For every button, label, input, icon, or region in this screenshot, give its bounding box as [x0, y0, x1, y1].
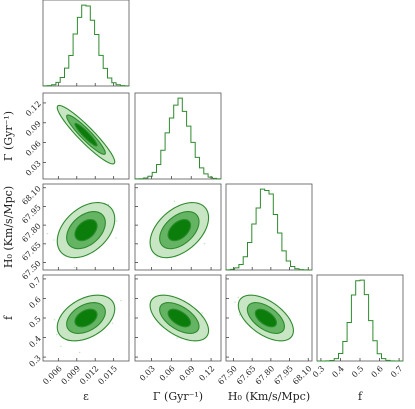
- y-tick-label: 0.5: [27, 314, 42, 329]
- contour-panel-gamma-vs-h0: [134, 183, 222, 271]
- x-tick-label: 67.50: [216, 364, 239, 387]
- hist-panel-gamma: [134, 92, 222, 180]
- contour-1sigma: [74, 308, 98, 328]
- y-tick-label: 67.50: [20, 259, 43, 282]
- y-axis-label-h0: H₀ (Km/s/Mpc): [2, 186, 15, 268]
- x-tick-label: 0.5: [350, 364, 365, 379]
- x-axis-label-epsilon: ε: [83, 390, 89, 403]
- y-tick-label: 67.80: [20, 222, 43, 245]
- x-tick-label: 0.03: [138, 364, 157, 383]
- x-axis-f: 0.3 0.4 0.5 0.6 0.7 f: [311, 358, 404, 403]
- y-tick-label: 0.03: [24, 159, 43, 178]
- y-axis-label-gamma: Γ (Gyr⁻¹): [2, 111, 15, 161]
- contour-panel-epsilon-vs-gamma: [42, 92, 130, 180]
- y-tick-label: 67.95: [20, 203, 43, 226]
- panel-frame: [225, 183, 313, 271]
- contour-panel-epsilon-vs-f: [42, 274, 130, 362]
- contour-1sigma: [167, 218, 192, 242]
- x-tick-label: 0.4: [330, 364, 345, 379]
- x-tick-label: 0.06: [158, 364, 177, 383]
- samples-gamma-vs-h0: [156, 200, 206, 258]
- x-axis-label-gamma: Γ (Gyr⁻¹): [153, 390, 203, 403]
- histogram-h0: [225, 188, 313, 271]
- x-tick-label: 0.012: [78, 364, 101, 387]
- x-tick-label: 67.80: [254, 364, 277, 387]
- contour-panel-h0-vs-f: [225, 274, 313, 362]
- y-tick-label: 0.3: [27, 354, 42, 369]
- x-tick-label: 0.006: [41, 364, 64, 387]
- samples-gamma-vs-f: [176, 312, 203, 339]
- hist-panel-h0: [225, 183, 313, 271]
- x-tick-label: 68.10: [291, 364, 314, 387]
- x-tick-label: 0.09: [178, 364, 197, 383]
- y-tick-label: 68.10: [20, 184, 43, 207]
- y-tick-label: 0.06: [24, 139, 43, 158]
- x-tick-label: 0.7: [389, 364, 404, 379]
- x-tick-label: 0.015: [96, 364, 119, 387]
- x-tick-label: 0.009: [60, 364, 83, 387]
- x-tick-label: 0.12: [197, 364, 216, 383]
- histogram-gamma: [134, 97, 222, 180]
- x-axis-label-h0: H₀ (Km/s/Mpc): [228, 390, 310, 403]
- contour-1sigma: [74, 122, 98, 147]
- x-tick-label: 67.95: [272, 364, 295, 387]
- panel-frame: [42, 0, 130, 87]
- histogram-epsilon: [42, 4, 130, 87]
- hist-panel-epsilon: [42, 0, 130, 87]
- panel-frame: [134, 183, 222, 271]
- contour-1sigma: [254, 308, 278, 328]
- contour-1sigma: [74, 218, 98, 242]
- y-tick-label: 67.65: [20, 240, 43, 263]
- contour-panel-gamma-vs-f: [134, 274, 222, 362]
- y-axis-f: 0.30.40.50.60.7f: [2, 275, 229, 369]
- y-tick-label: 0.09: [24, 119, 43, 138]
- y-tick-label: 0.12: [24, 99, 43, 118]
- contour-panel-epsilon-vs-h0: [42, 183, 130, 271]
- x-tick-label: 0.3: [311, 364, 326, 379]
- y-axis-gamma: 0.030.060.090.12 Γ (Gyr⁻¹): [2, 99, 46, 178]
- panel-frame: [42, 92, 130, 180]
- panel-frame: [42, 183, 130, 271]
- x-tick-label: 0.6: [370, 364, 385, 379]
- hist-panel-f: [316, 274, 404, 362]
- panel-frame: [316, 274, 404, 362]
- x-tick-label: 67.65: [235, 364, 258, 387]
- y-tick-label: 0.6: [27, 295, 42, 310]
- contour-1sigma: [167, 308, 192, 328]
- panel-frame: [134, 92, 222, 180]
- y-tick-label: 0.4: [27, 334, 42, 349]
- histogram-f: [317, 279, 403, 362]
- x-axis-label-f: f: [358, 390, 363, 403]
- y-axis-label-f: f: [2, 315, 15, 320]
